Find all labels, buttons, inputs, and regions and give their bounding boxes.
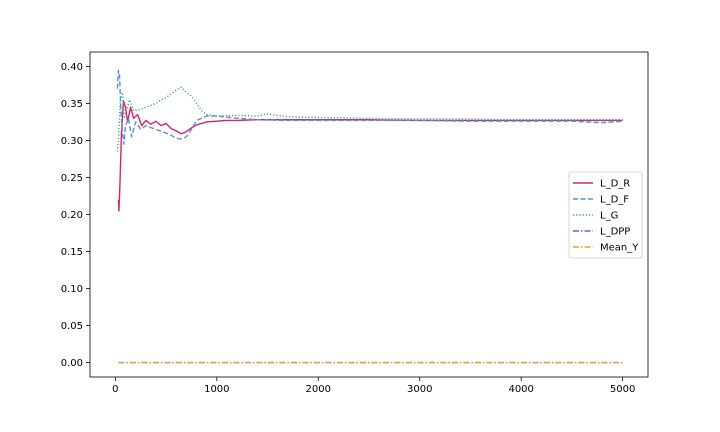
legend: L_D_R L_D_F L_G L_DPP Mean_Y <box>568 171 643 259</box>
series-layer <box>116 69 623 364</box>
y-tick-label: 0.05 <box>61 321 83 332</box>
y-tick-label: 0.15 <box>61 247 83 258</box>
axis-layer: 0 1000 2000 3000 4000 5000 0.00 0.05 0.10 0.15 0.2… <box>61 62 636 395</box>
y-tick-label: 0.25 <box>61 173 83 184</box>
x-tick-label: 4000 <box>508 384 533 395</box>
x-tick-label: 0 <box>112 384 118 395</box>
y-tick-label: 0.10 <box>61 284 83 295</box>
x-tick-label: 3000 <box>407 384 432 395</box>
x-tick-label: 1000 <box>204 384 229 395</box>
x-tick-label: 5000 <box>610 384 635 395</box>
y-tick-label: 0.00 <box>61 358 83 369</box>
legend-label: L_D_R <box>600 179 630 190</box>
legend-label: Mean_Y <box>600 243 639 254</box>
y-tick-label: 0.40 <box>61 62 83 73</box>
series-line-l-d-f <box>116 69 623 145</box>
legend-box <box>568 171 643 259</box>
legend-label: L_DPP <box>600 227 630 238</box>
series-line-l-g <box>116 86 623 152</box>
y-tick-label: 0.30 <box>61 136 83 147</box>
x-tick-label: 2000 <box>306 384 331 395</box>
y-tick-label: 0.35 <box>61 99 83 110</box>
legend-label: L_G <box>600 211 618 222</box>
plot-frame <box>89 51 649 378</box>
plot-area <box>90 52 648 377</box>
series-line-l-d-r <box>117 100 623 212</box>
y-tick-label: 0.20 <box>61 210 83 221</box>
legend-label: L_D_F <box>600 195 629 206</box>
